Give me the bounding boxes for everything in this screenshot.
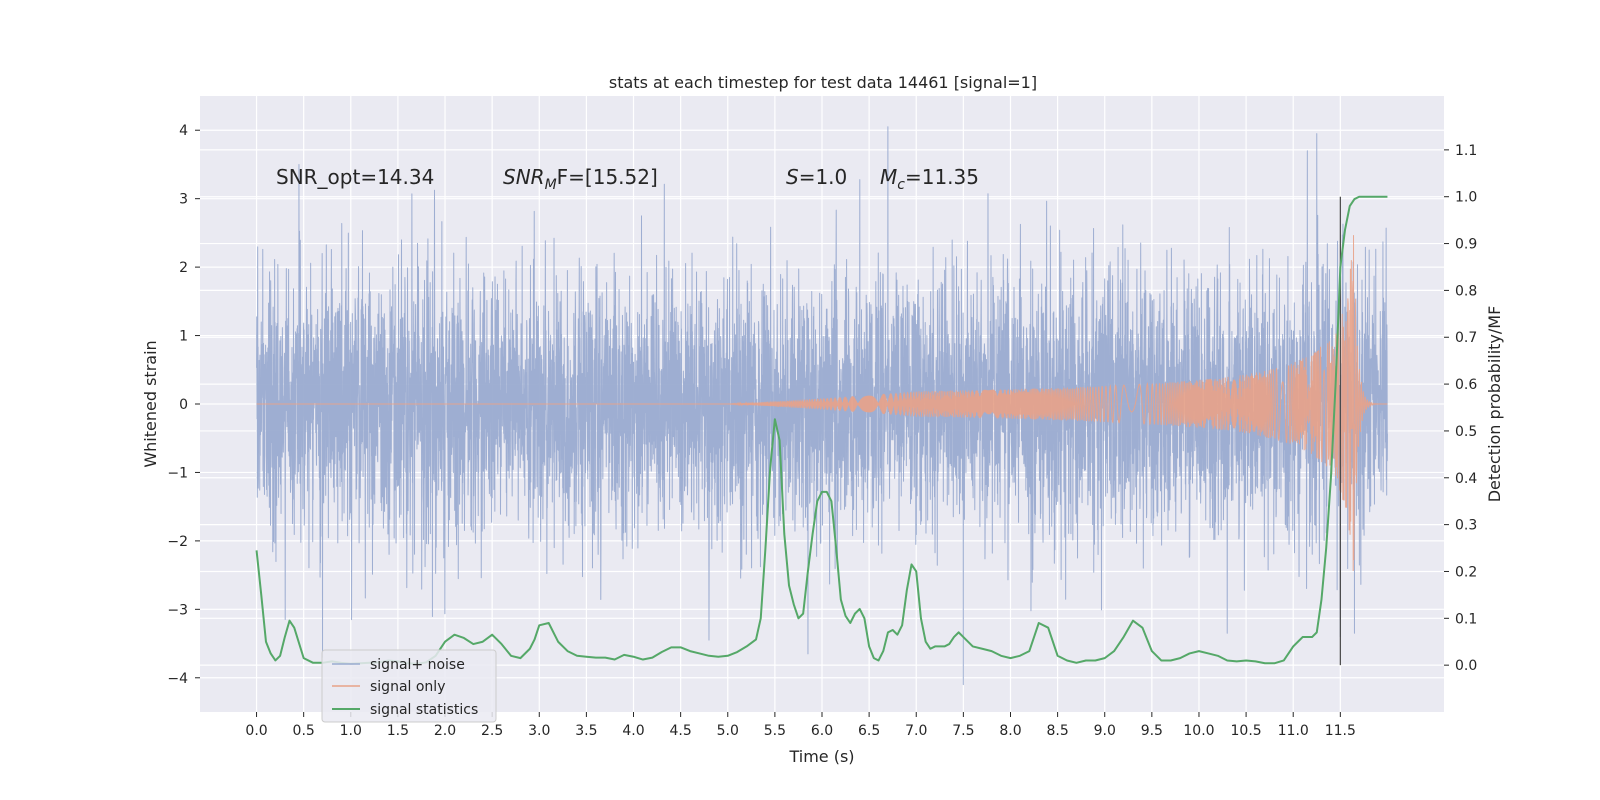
- left-y-tick-label-5: 1: [179, 329, 188, 345]
- x-tick-label-8: 4.0: [622, 723, 644, 739]
- series-signal-plus-noise: [256, 126, 1388, 686]
- x-tick-label-0: 0.0: [245, 723, 267, 739]
- right-y-axis-label: Detection probability/MF: [1485, 306, 1504, 503]
- x-tick-label-2: 1.0: [340, 723, 362, 739]
- x-tick-label-10: 5.0: [717, 723, 739, 739]
- annotation-mc-value: =11.35: [905, 165, 979, 189]
- x-tick-label-9: 4.5: [670, 723, 692, 739]
- x-tick-label-6: 3.0: [528, 723, 550, 739]
- x-tick-label-18: 9.0: [1094, 723, 1116, 739]
- x-tick-label-16: 8.0: [999, 723, 1021, 739]
- right-y-tick-label-11: 1.1: [1455, 143, 1477, 159]
- x-tick-label-21: 10.5: [1231, 723, 1262, 739]
- x-tick-label-12: 6.0: [811, 723, 833, 739]
- x-tick-label-7: 3.5: [575, 723, 597, 739]
- right-y-tick-label-5: 0.5: [1455, 424, 1477, 440]
- x-axis-label: Time (s): [788, 747, 854, 766]
- legend: signal+ noise signal only signal statist…: [321, 649, 497, 723]
- x-tick-label-20: 10.0: [1183, 723, 1214, 739]
- annotation-mc-subscript: c: [897, 177, 905, 193]
- legend-label-signal-plus-noise: signal+ noise: [370, 657, 465, 673]
- x-tick-label-5: 2.5: [481, 723, 503, 739]
- left-y-axis-ticks: −4 −3 −2 −1 0 1 2 3 4: [167, 123, 200, 687]
- legend-label-signal-statistics: signal statistics: [370, 702, 478, 718]
- right-y-tick-label-10: 1.0: [1455, 190, 1477, 206]
- left-y-tick-label-2: −2: [167, 534, 188, 550]
- right-y-tick-label-1: 0.1: [1455, 611, 1477, 627]
- left-y-tick-label-8: 4: [179, 123, 188, 139]
- left-y-tick-label-7: 3: [179, 192, 188, 208]
- right-y-tick-label-6: 0.6: [1455, 377, 1477, 393]
- x-tick-label-19: 9.5: [1141, 723, 1163, 739]
- right-y-tick-label-4: 0.4: [1455, 471, 1477, 487]
- x-tick-label-17: 8.5: [1046, 723, 1068, 739]
- line-signal-statistics: [255, 195, 1388, 665]
- left-y-tick-label-4: 0: [179, 397, 188, 413]
- left-y-tick-label-3: −1: [167, 465, 188, 481]
- annotation-snr-mf-subscript: M: [545, 177, 557, 193]
- chart-title: stats at each timestep for test data 144…: [609, 73, 1037, 92]
- left-y-tick-label-6: 2: [179, 260, 188, 276]
- x-tick-label-1: 0.5: [293, 723, 315, 739]
- legend-box: [321, 649, 497, 723]
- right-y-axis-ticks: 0.0 0.1 0.2 0.3 0.4 0.5 0.6 0.7 0.8 0.9 1.0 1.1: [1444, 143, 1477, 674]
- annotation-mc: Mc=11.35: [880, 165, 979, 193]
- x-tick-label-13: 6.5: [858, 723, 880, 739]
- right-y-tick-label-0: 0.0: [1455, 658, 1477, 674]
- annotation-snr-mf-symbol: SNR: [503, 165, 545, 189]
- right-y-tick-label-3: 0.3: [1455, 518, 1477, 534]
- x-tick-label-14: 7.0: [905, 723, 927, 739]
- x-tick-label-4: 2.0: [434, 723, 456, 739]
- annotation-snr-mf: SNRMF=[15.52]: [503, 165, 658, 193]
- x-tick-label-22: 11.0: [1278, 723, 1309, 739]
- left-y-axis-label: Whitened strain: [141, 340, 160, 467]
- annotation-s-value: =1.0: [799, 165, 848, 189]
- right-y-tick-label-9: 0.9: [1455, 237, 1477, 253]
- x-tick-label-11: 5.5: [764, 723, 786, 739]
- x-tick-label-3: 1.5: [387, 723, 409, 739]
- left-y-tick-label-0: −4: [167, 671, 188, 687]
- legend-label-signal-only: signal only: [370, 679, 445, 695]
- right-y-tick-label-2: 0.2: [1455, 564, 1477, 580]
- left-y-tick-label-1: −3: [167, 602, 188, 618]
- annotation-snr-opt: SNR_opt=14.34: [276, 165, 434, 189]
- series-signal-statistics: [255, 195, 1388, 665]
- x-tick-label-23: 11.5: [1325, 723, 1356, 739]
- right-y-tick-label-8: 0.8: [1455, 283, 1477, 299]
- annotation-s: S=1.0: [786, 165, 847, 189]
- annotation-s-symbol: S: [786, 165, 799, 189]
- x-axis-ticks: 0.0 0.5 1.0 1.5 2.0 2.5 3.0 3.5 4.0 4.5 5.0 5.5 6.0 6…: [245, 712, 1356, 739]
- line-signal-plus-noise: [256, 126, 1388, 686]
- right-y-tick-label-7: 0.7: [1455, 330, 1477, 346]
- line-signal-only: [256, 235, 1388, 572]
- series-signal-only: [256, 235, 1388, 572]
- annotation-mc-symbol: M: [880, 165, 897, 189]
- x-tick-label-15: 7.5: [952, 723, 974, 739]
- annotation-snr-mf-value: F=[15.52]: [557, 165, 658, 189]
